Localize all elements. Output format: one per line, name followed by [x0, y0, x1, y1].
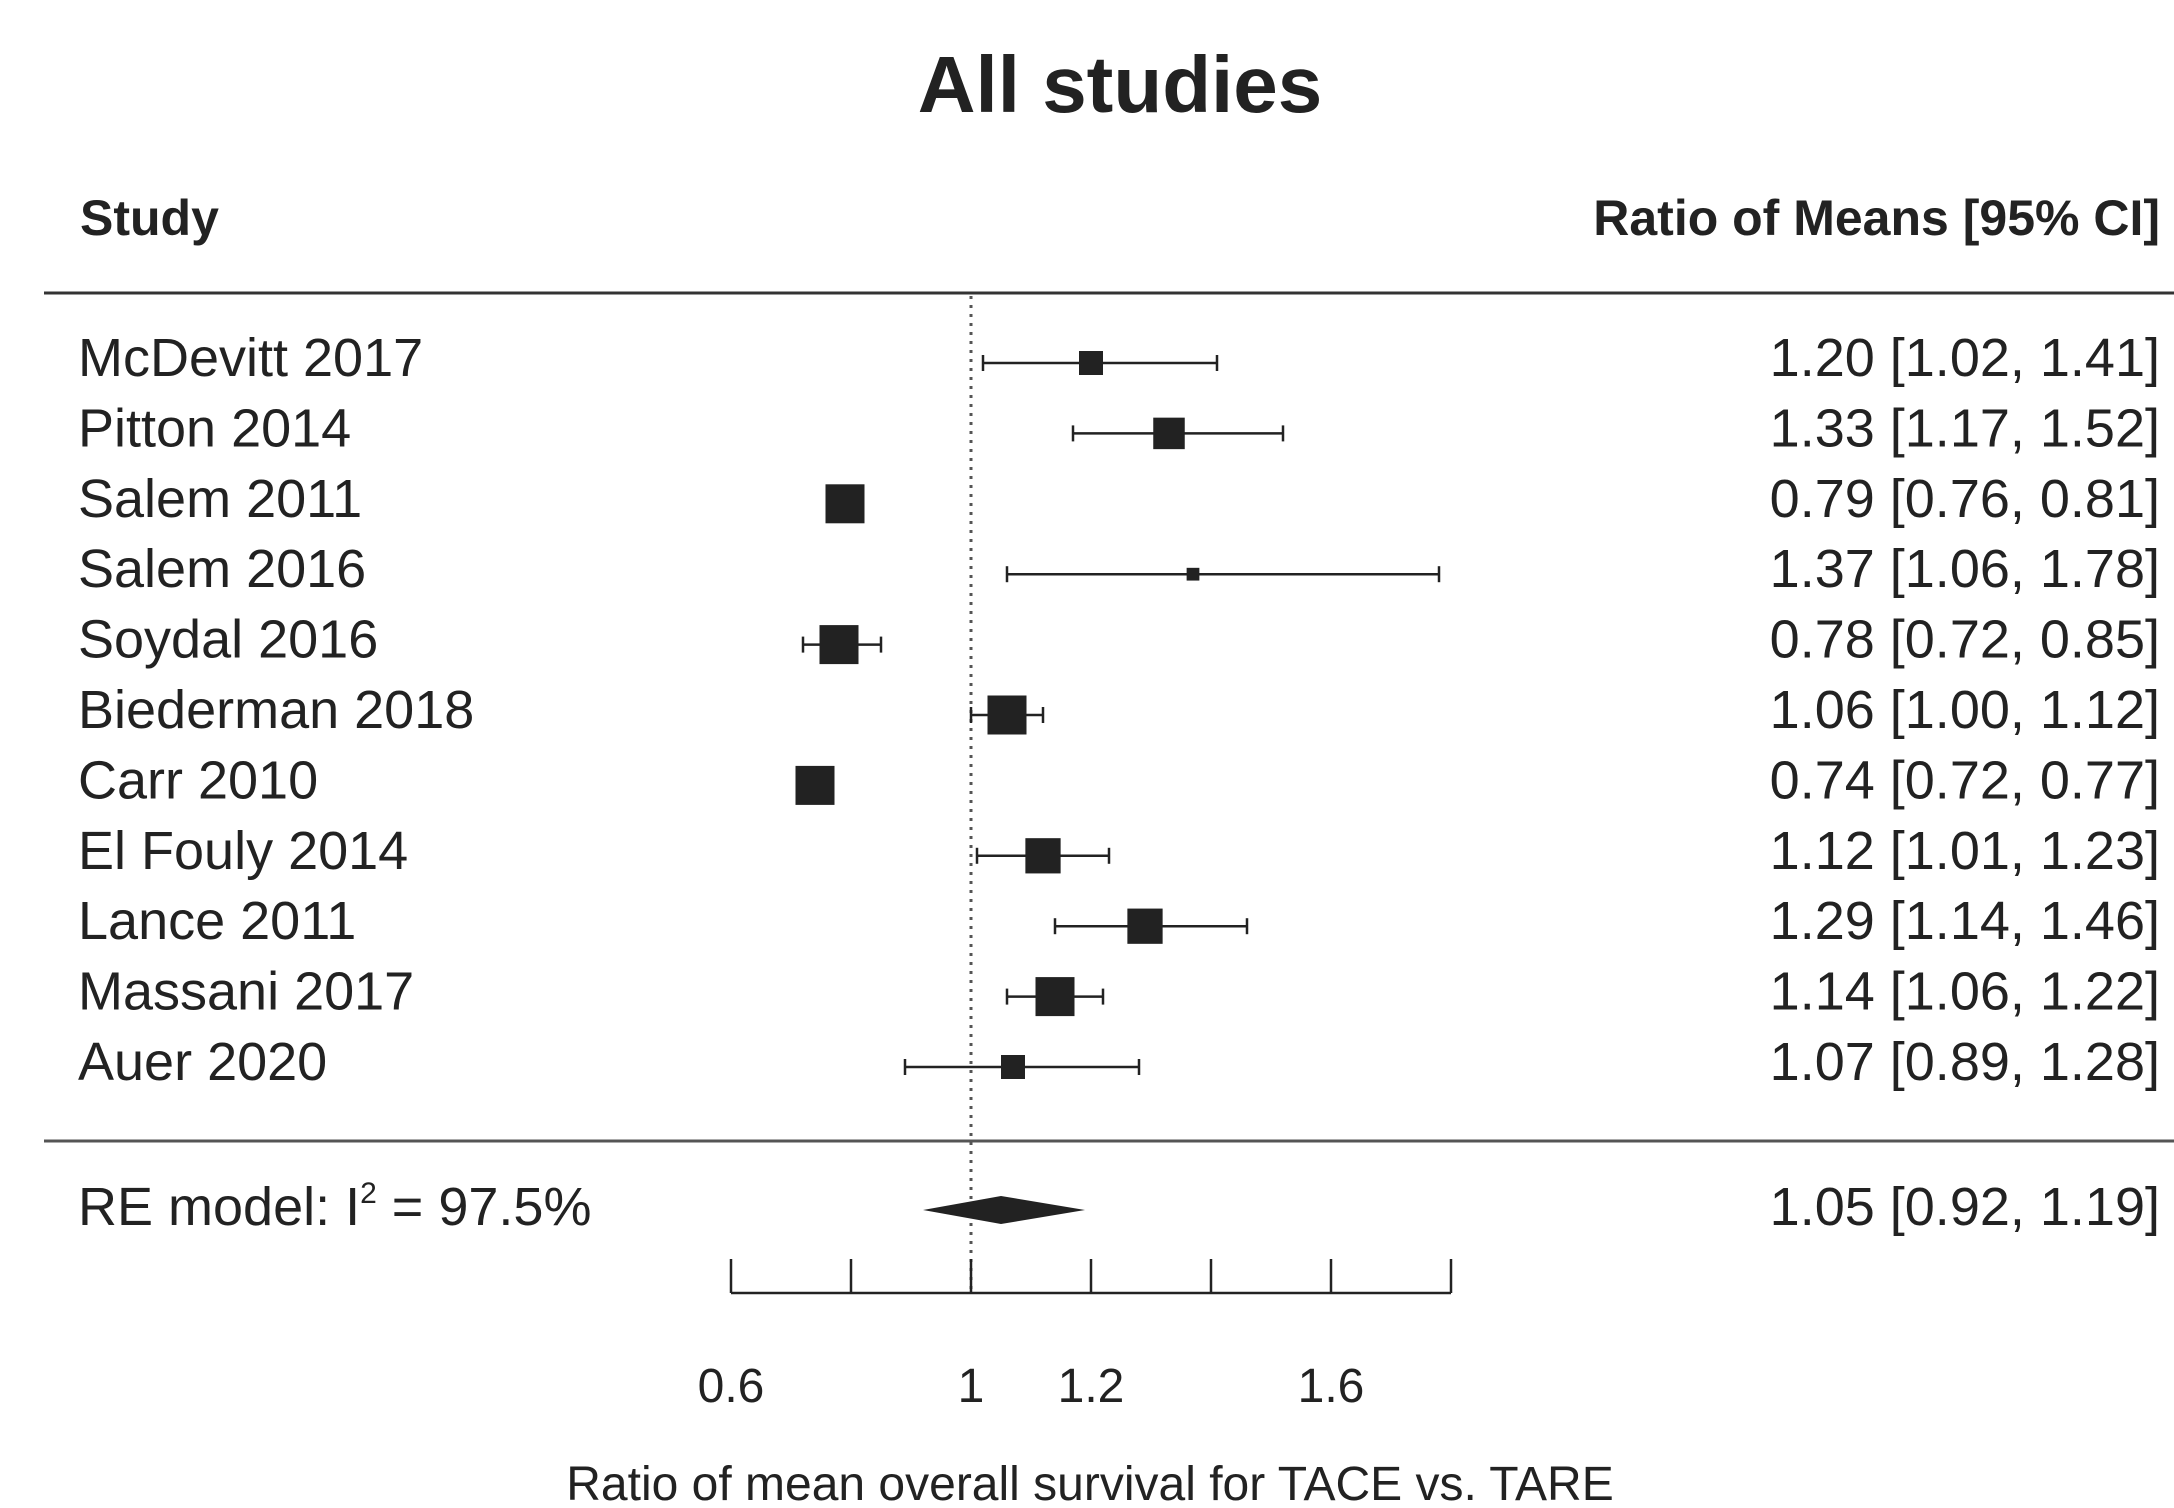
summary-label-superscript: 2 — [360, 1177, 377, 1210]
study-estimate: 1.37 [1.06, 1.78] — [1770, 539, 2160, 599]
x-tick-label: 1.2 — [1058, 1360, 1125, 1413]
study-estimate: 1.07 [0.89, 1.28] — [1770, 1032, 2160, 1092]
study-estimate: 1.12 [1.01, 1.23] — [1770, 821, 2160, 881]
point-estimate — [1001, 1055, 1025, 1079]
summary-label: RE model: I2 = 97.5% — [78, 1177, 591, 1237]
study-name: Lance 2011 — [78, 891, 356, 951]
study-estimate: 1.14 [1.06, 1.22] — [1770, 962, 2160, 1022]
study-name: Salem 2011 — [78, 469, 362, 529]
estimate-column-header: Ratio of Means [95% CI] — [1593, 190, 2160, 246]
summary-diamond — [923, 1196, 1085, 1224]
point-estimate — [819, 625, 859, 665]
point-estimate — [1079, 351, 1103, 375]
study-estimate: 0.79 [0.76, 0.81] — [1770, 469, 2160, 529]
study-estimate: 1.29 [1.14, 1.46] — [1770, 891, 2160, 951]
point-estimate — [1127, 908, 1163, 944]
point-estimate — [1035, 977, 1075, 1017]
study-name: Carr 2010 — [78, 750, 318, 810]
x-tick-label: 0.6 — [698, 1360, 765, 1413]
summary-label-prefix: RE model: I — [78, 1177, 360, 1237]
study-name: McDevitt 2017 — [78, 328, 423, 388]
point-estimate — [987, 695, 1027, 735]
study-estimate: 1.06 [1.00, 1.12] — [1770, 680, 2160, 740]
study-name: Biederman 2018 — [78, 680, 474, 740]
summary-estimate: 1.05 [0.92, 1.19] — [1770, 1177, 2160, 1237]
x-tick-label: 1.6 — [1298, 1360, 1365, 1413]
study-name: El Fouly 2014 — [78, 821, 408, 881]
study-name: Salem 2016 — [78, 539, 366, 599]
point-estimate — [1186, 567, 1200, 581]
x-tick-label: 1 — [958, 1360, 985, 1413]
point-estimate — [1025, 838, 1061, 874]
study-name: Soydal 2016 — [78, 610, 378, 670]
study-estimate: 1.33 [1.17, 1.52] — [1770, 398, 2160, 458]
point-estimate — [795, 765, 835, 805]
study-estimate: 0.74 [0.72, 0.77] — [1770, 750, 2160, 810]
point-estimate — [825, 484, 865, 524]
chart-title: All studies — [918, 40, 1323, 129]
summary-label-suffix: = 97.5% — [377, 1177, 592, 1237]
study-estimate: 1.20 [1.02, 1.41] — [1770, 328, 2160, 388]
study-name: Pitton 2014 — [78, 398, 351, 458]
study-name: Massani 2017 — [78, 962, 414, 1022]
study-column-header: Study — [80, 190, 219, 246]
x-axis-title: Ratio of mean overall survival for TACE … — [566, 1458, 1613, 1508]
study-estimate: 0.78 [0.72, 0.85] — [1770, 610, 2160, 670]
study-name: Auer 2020 — [78, 1032, 327, 1092]
point-estimate — [1153, 417, 1185, 450]
